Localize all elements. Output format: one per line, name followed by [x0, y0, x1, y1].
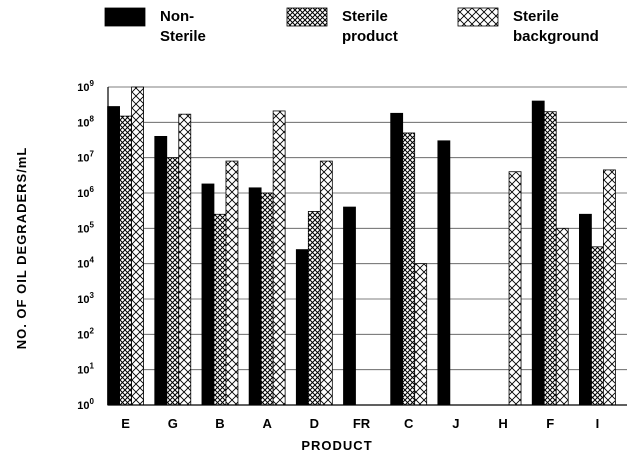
legend-label: background	[513, 28, 599, 45]
bar-non-sterile-fr	[343, 206, 356, 406]
bar-sterile-background-d	[319, 160, 333, 406]
y-tick-label: 108	[77, 114, 94, 129]
x-tick-label: A	[262, 416, 272, 431]
bar-sterile-product-b	[213, 213, 227, 406]
bar-non-sterile-f	[531, 100, 545, 406]
legend-swatch-sterile-product	[286, 7, 328, 27]
x-tick-label: C	[404, 416, 414, 431]
legend-label: Sterile	[342, 8, 388, 25]
bar-non-sterile-g	[154, 135, 168, 406]
bar-sterile-product-f	[543, 111, 557, 406]
y-tick-label: 101	[77, 362, 94, 377]
y-tick-label: 107	[77, 150, 94, 165]
bar-sterile-background-i	[603, 169, 616, 406]
bar-sterile-background-a	[272, 110, 286, 406]
bar-sterile-product-c	[402, 132, 416, 406]
bar-non-sterile-i	[579, 213, 592, 406]
x-axis-label: PRODUCT	[301, 438, 372, 453]
y-tick-label: 104	[77, 256, 94, 271]
bar-sterile-background-g	[178, 113, 192, 406]
x-tick-label: F	[546, 416, 554, 431]
bar-sterile-product-i	[591, 246, 604, 406]
legend-label: Sterile	[160, 28, 206, 45]
gridlines	[108, 86, 627, 406]
y-tick-labels: 100 101 102 103 104 105 106 107 108 109	[77, 79, 94, 412]
y-tick-label: 109	[77, 79, 94, 94]
bar-sterile-product-d	[307, 211, 321, 406]
axes	[107, 87, 627, 406]
bar-non-sterile-b	[201, 183, 215, 406]
bar-non-sterile-a	[248, 187, 262, 406]
x-tick-label: FR	[353, 416, 371, 431]
bar-sterile-product-g	[166, 157, 180, 406]
legend-label: product	[342, 28, 398, 45]
bar-sterile-background-f	[555, 227, 569, 406]
y-tick-label: 106	[77, 185, 94, 200]
x-tick-label: B	[215, 416, 224, 431]
y-tick-label: 102	[77, 326, 94, 341]
y-tick-label: 100	[77, 397, 94, 412]
bar-sterile-background-c	[414, 263, 428, 406]
bar-non-sterile-e	[107, 106, 120, 406]
bar-sterile-background-h	[508, 171, 522, 406]
bars	[107, 86, 616, 406]
x-tick-label: D	[310, 416, 319, 431]
y-tick-label: 105	[77, 220, 94, 235]
x-tick-label: G	[168, 416, 178, 431]
chart-legend: Non- Sterile Sterile product Sterile backgrou…	[104, 7, 599, 45]
bar-sterile-product-e	[119, 115, 132, 406]
x-tick-label: E	[121, 416, 130, 431]
bar-sterile-background-e	[131, 86, 144, 406]
x-tick-label: I	[596, 416, 600, 431]
bar-non-sterile-d	[295, 249, 309, 406]
y-tick-label: 103	[77, 291, 94, 306]
bar-sterile-background-b	[225, 160, 239, 406]
x-tick-label: H	[498, 416, 507, 431]
y-axis-label: NO. OF OIL DEGRADERS/mL	[14, 147, 29, 350]
legend-label: Sterile	[513, 8, 559, 25]
legend-label: Non-	[160, 8, 194, 25]
legend-swatch-non-sterile	[104, 7, 146, 27]
x-tick-labels: E G B A D FR C J H F I	[121, 416, 599, 431]
bar-non-sterile-c	[390, 112, 404, 406]
legend-swatch-sterile-background	[457, 7, 499, 27]
bar-sterile-product-a	[260, 192, 274, 406]
bar-non-sterile-j	[437, 140, 451, 406]
x-tick-label: J	[452, 416, 459, 431]
